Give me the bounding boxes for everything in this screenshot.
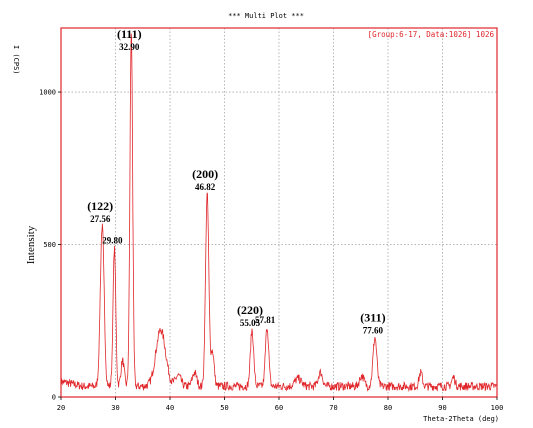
peak-position-label: 57.81 xyxy=(255,315,276,325)
x-tick-label: 40 xyxy=(166,404,174,412)
trace-line xyxy=(60,33,498,393)
plot-frame xyxy=(60,27,498,398)
x-tick-label: 50 xyxy=(220,404,228,412)
peak-position-label: 32.90 xyxy=(119,42,140,52)
peak-position-label: 55.05 xyxy=(240,318,261,328)
y-tick-label: 500 xyxy=(43,241,56,249)
peak-position-label: 27.56 xyxy=(90,214,111,224)
y-tick-label: 0 xyxy=(52,394,56,402)
x-tick-label: 80 xyxy=(384,404,392,412)
miller-index-label: (111) xyxy=(117,27,142,41)
y-unit-label: I (CPS) xyxy=(12,45,20,75)
group-info-label: [Group:6-17, Data:1026] 1026 xyxy=(368,30,495,39)
peak-annotations: (111)32.90 (122)27.56 29.80 (200)46.82 (220)… xyxy=(87,27,385,336)
y-axis-ticks: 0 500 1000 xyxy=(39,89,61,402)
y-tick-label: 1000 xyxy=(39,89,56,97)
peak-position-label: 77.60 xyxy=(363,326,384,336)
y-axis-label: Intensity xyxy=(25,225,37,264)
x-tick-label: 60 xyxy=(275,404,283,412)
x-axis-ticks: 20 30 40 50 60 70 80 90 100 xyxy=(57,397,504,412)
grid-lines xyxy=(61,28,497,397)
x-tick-label: 90 xyxy=(438,404,446,412)
peak-position-label: 29.80 xyxy=(102,236,123,246)
miller-index-label: (200) xyxy=(192,167,218,181)
x-tick-label: 100 xyxy=(491,404,504,412)
x-tick-label: 70 xyxy=(329,404,337,412)
miller-index-label: (122) xyxy=(87,199,113,213)
miller-index-label: (311) xyxy=(360,311,385,325)
x-axis-label: Theta-2Theta (deg) xyxy=(423,415,499,423)
peak-position-label: 46.82 xyxy=(195,182,216,192)
chart-header-title: *** Multi Plot *** xyxy=(228,12,304,20)
miller-index-label: (220) xyxy=(237,303,263,317)
x-tick-label: 20 xyxy=(57,404,65,412)
diffraction-trace xyxy=(60,33,498,393)
x-tick-label: 30 xyxy=(111,404,119,412)
